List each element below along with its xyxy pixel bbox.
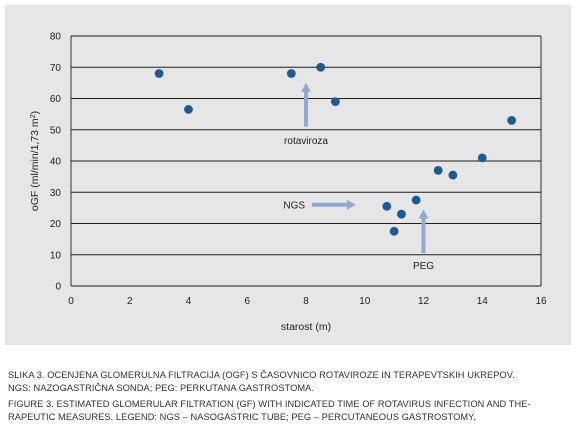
annotation-label: PEG bbox=[413, 261, 434, 272]
y-axis-title-close: ) bbox=[29, 111, 41, 115]
data-point bbox=[286, 69, 296, 78]
annotation-label: NGS bbox=[283, 200, 305, 211]
x-tick-label: 16 bbox=[535, 296, 547, 307]
data-point bbox=[184, 105, 193, 114]
y-axis-title-superscript: 2 bbox=[30, 114, 37, 118]
caption-line-2: NGS: NAZOGASTRIČNA SONDA; PEG: PERKUTANA… bbox=[8, 382, 315, 393]
y-tick-label: 20 bbox=[50, 219, 62, 230]
y-axis-title-main: oGF (ml/min/1,73 m bbox=[29, 118, 41, 211]
y-axis-title: oGF (ml/min/1,73 m2) bbox=[29, 111, 41, 211]
arrow-head bbox=[346, 199, 356, 210]
data-point bbox=[411, 195, 421, 205]
annotation-label: rotaviroza bbox=[284, 136, 328, 147]
data-point bbox=[389, 226, 399, 236]
y-tick-label: 10 bbox=[50, 250, 62, 261]
data-point bbox=[397, 209, 406, 219]
data-point bbox=[477, 153, 487, 163]
grid-lines bbox=[70, 35, 542, 287]
x-tick-label: 0 bbox=[68, 296, 74, 307]
data-points bbox=[154, 62, 517, 236]
scatter-chart: 0 10 20 30 40 50 60 70 80 0 2 4 6 8 10 12 14 16 rotaviroz… bbox=[29, 32, 547, 334]
data-point bbox=[330, 97, 340, 107]
tick-labels: 0 10 20 30 40 50 60 70 80 0 2 4 6 8 10 12 14 16 bbox=[50, 32, 547, 308]
data-point bbox=[507, 115, 517, 125]
figure-panel: 0 10 20 30 40 50 60 70 80 0 2 4 6 8 10 12 14 16 rotaviroz… bbox=[5, 5, 571, 345]
annotation-rotaviroza: rotaviroza bbox=[284, 82, 328, 147]
x-tick-label: 12 bbox=[418, 296, 430, 307]
y-tick-label: 60 bbox=[50, 94, 62, 105]
y-tick-label: 70 bbox=[50, 63, 62, 74]
data-point bbox=[382, 201, 392, 211]
caption-slovene: SLIKA 3. OCENJENA GLOMERULNA FILTRACIJA … bbox=[8, 369, 573, 394]
x-tick-label: 2 bbox=[127, 296, 133, 307]
x-tick-label: 10 bbox=[359, 296, 371, 307]
data-point bbox=[316, 62, 326, 72]
arrow-head bbox=[418, 209, 429, 219]
annotations: rotaviroza NGS PEG bbox=[283, 82, 434, 272]
y-tick-label: 40 bbox=[50, 157, 62, 168]
figure-caption: SLIKA 3. OCENJENA GLOMERULNA FILTRACIJA … bbox=[8, 369, 573, 427]
x-tick-label: 4 bbox=[186, 296, 192, 307]
x-tick-label: 6 bbox=[244, 296, 250, 307]
x-axis-title: starost (m) bbox=[281, 321, 331, 333]
x-tick-label: 14 bbox=[477, 296, 489, 307]
data-point bbox=[448, 170, 458, 180]
x-tick-label: 8 bbox=[303, 296, 309, 307]
annotation-peg: PEG bbox=[413, 209, 434, 272]
annotation-ngs: NGS bbox=[283, 199, 356, 211]
y-tick-label: 50 bbox=[50, 125, 62, 136]
caption-line-3: FIGURE 3. ESTIMATED GLOMERULAR FILTRATIO… bbox=[8, 399, 531, 410]
caption-line-1: SLIKA 3. OCENJENA GLOMERULNA FILTRACIJA … bbox=[8, 370, 515, 380]
data-point bbox=[433, 165, 443, 175]
arrow-head bbox=[301, 82, 311, 92]
y-tick-label: 0 bbox=[55, 282, 61, 293]
data-point bbox=[154, 69, 164, 78]
y-tick-label: 80 bbox=[50, 32, 62, 43]
y-tick-label: 30 bbox=[50, 188, 62, 199]
caption-line-4: RAPEUTIC MEASURES. LEGEND: NGS – NASOGAS… bbox=[8, 411, 476, 422]
caption-english: FIGURE 3. ESTIMATED GLOMERULAR FILTRATIO… bbox=[8, 398, 573, 423]
